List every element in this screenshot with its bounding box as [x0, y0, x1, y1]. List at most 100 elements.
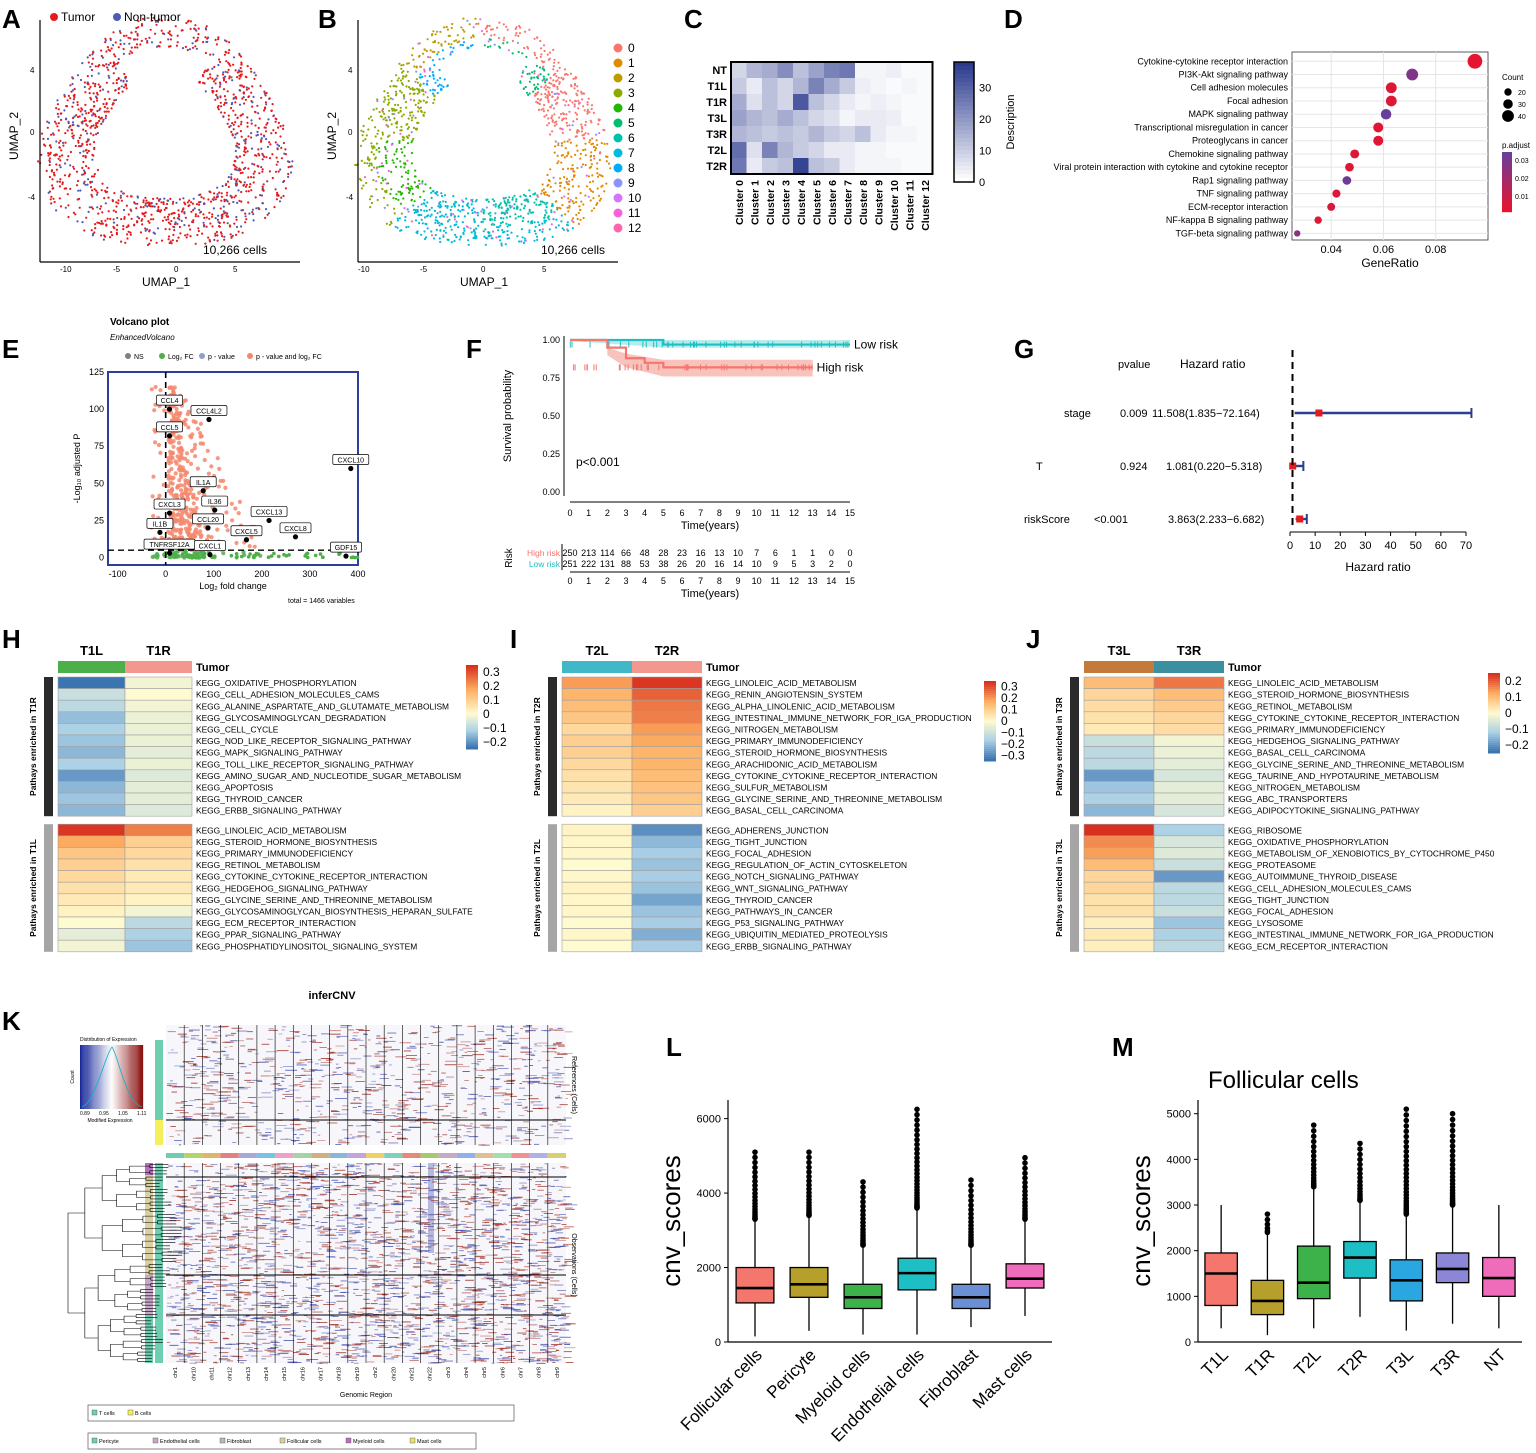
- legend-gradient: [984, 745, 996, 748]
- umap-point: [274, 188, 277, 191]
- cnv-signal: [342, 1105, 348, 1107]
- umap-point: [80, 121, 83, 124]
- cnv-signal: [189, 1029, 200, 1031]
- heatmap-cell: [731, 62, 747, 78]
- umap-point: [510, 205, 513, 208]
- umap-point: [82, 182, 85, 185]
- umap-point: [374, 157, 377, 160]
- umap-point: [430, 230, 433, 233]
- umap-point: [453, 218, 456, 221]
- umap-point: [147, 220, 150, 223]
- umap-point: [63, 93, 66, 97]
- umap-point: [139, 231, 143, 234]
- umap-point: [559, 90, 562, 93]
- umap-point: [214, 232, 217, 235]
- heatmap-cell: [631, 734, 703, 747]
- umap-point: [587, 195, 590, 198]
- umap-point: [371, 119, 374, 122]
- umap-point: [114, 210, 117, 213]
- heatmap-cell: [824, 158, 840, 174]
- heatmap-cell: [1153, 699, 1225, 713]
- umap-point: [493, 216, 497, 219]
- legend-swatch: [247, 353, 253, 359]
- volcano-point: [318, 552, 323, 556]
- cnv-signal: [365, 1113, 372, 1115]
- umap-point: [539, 47, 543, 50]
- umap-point: [556, 206, 559, 209]
- umap-point: [76, 115, 80, 119]
- gene-point: [200, 488, 206, 494]
- heatmap-cell: [855, 110, 871, 126]
- color-key-gradient: [109, 1045, 111, 1109]
- cnv-signal: [520, 1048, 533, 1050]
- volcano-point: [206, 471, 211, 476]
- umap-point: [90, 74, 93, 77]
- cnv-signal: [445, 1060, 457, 1062]
- gene-label-box: [189, 476, 217, 488]
- umap-point: [260, 139, 263, 142]
- cnv-signal: [204, 1035, 207, 1037]
- umap-point: [257, 148, 260, 151]
- umap-point: [433, 209, 436, 212]
- umap-point: [450, 228, 453, 231]
- umap-point: [381, 110, 384, 113]
- umap-point: [402, 75, 405, 78]
- umap-point: [550, 209, 553, 212]
- cnv-signal: [524, 1106, 528, 1108]
- heatmap-cell: [793, 110, 809, 126]
- cnv-signal: [486, 1050, 493, 1052]
- heatmap-cell: [631, 905, 703, 918]
- umap-point: [370, 195, 373, 198]
- cnv-signal: [299, 1082, 303, 1083]
- umap-point: [56, 99, 59, 102]
- umap-point: [97, 83, 100, 86]
- umap-point: [268, 157, 272, 160]
- xtick: 1: [586, 508, 591, 518]
- umap-point: [282, 124, 285, 127]
- heatmap-cell: [124, 928, 193, 941]
- umap-point: [514, 213, 517, 216]
- umap-point: [58, 164, 61, 167]
- umap-point: [528, 208, 531, 211]
- umap-point: [227, 114, 230, 117]
- umap-point: [261, 185, 264, 188]
- umap-point: [235, 233, 238, 236]
- cnv-signal: [225, 1058, 234, 1060]
- umap-point: [235, 168, 238, 171]
- umap-point: [91, 189, 94, 192]
- col-label: Cluster 8: [858, 180, 870, 225]
- heatmap-cell: [124, 781, 193, 794]
- cnv-signal: [431, 1085, 441, 1087]
- umap-point: [450, 214, 453, 217]
- legend-gradient: [1502, 152, 1512, 156]
- umap-point: [566, 229, 570, 232]
- color-key-tick: 1.11: [137, 1111, 147, 1117]
- pathway-label: KEGG_STEROID_HORMONE_BIOSYNTHESIS: [706, 748, 887, 758]
- umap-point: [476, 211, 479, 214]
- umap-point: [401, 151, 404, 154]
- umap-point: [446, 215, 449, 219]
- color-key-tick: 1.05: [118, 1111, 128, 1117]
- umap-point: [523, 204, 527, 207]
- umap-point: [550, 211, 553, 214]
- umap-point: [197, 201, 201, 204]
- umap-point: [418, 213, 421, 217]
- legend-gradient: [1488, 739, 1500, 742]
- cnv-signal: [378, 1041, 381, 1043]
- cnv-signal: [288, 1089, 300, 1091]
- umap-point: [449, 46, 452, 49]
- cnv-signal: [373, 1090, 376, 1092]
- umap-point: [575, 144, 578, 147]
- cnv-signal: [336, 1063, 339, 1065]
- pathway-label: KEGG_PROTEASOME: [1228, 860, 1316, 870]
- legend-gradient: [984, 699, 996, 702]
- row-name: stage: [1064, 408, 1091, 420]
- cnv-signal: [280, 1067, 283, 1068]
- cnv-signal: [278, 1084, 282, 1086]
- umap-point: [432, 237, 436, 240]
- cnv-signal: [218, 1100, 227, 1102]
- umap-point: [273, 206, 276, 209]
- heatmap-cell: [57, 870, 126, 883]
- legend-swatch-cluster: [613, 88, 623, 98]
- umap-point: [386, 135, 390, 138]
